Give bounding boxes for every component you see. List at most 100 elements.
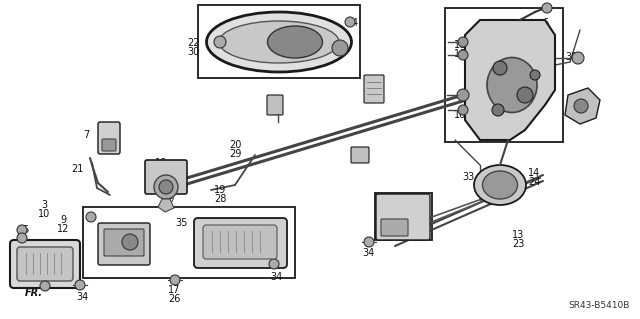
Circle shape (154, 175, 178, 199)
Text: FR.: FR. (25, 288, 43, 298)
Circle shape (17, 225, 27, 235)
Ellipse shape (474, 165, 526, 205)
Ellipse shape (207, 12, 351, 72)
Text: 34: 34 (270, 272, 282, 282)
Text: 16: 16 (454, 40, 466, 50)
FancyBboxPatch shape (10, 240, 80, 288)
Circle shape (269, 259, 279, 269)
Text: 33: 33 (462, 172, 474, 182)
Text: 27: 27 (155, 167, 167, 177)
Circle shape (40, 281, 50, 291)
Circle shape (530, 70, 540, 80)
FancyBboxPatch shape (203, 225, 277, 259)
Bar (445, 8, 563, 142)
Text: 13: 13 (512, 230, 524, 240)
Circle shape (458, 37, 468, 47)
Bar (198, 5, 360, 78)
Text: 16: 16 (454, 49, 466, 59)
Text: 30: 30 (187, 47, 199, 57)
Ellipse shape (219, 21, 339, 63)
Polygon shape (465, 20, 555, 140)
Text: 4: 4 (352, 18, 358, 28)
FancyBboxPatch shape (17, 247, 73, 281)
Polygon shape (158, 199, 174, 212)
Circle shape (122, 234, 138, 250)
Circle shape (214, 36, 226, 48)
Circle shape (458, 50, 468, 60)
Text: 7: 7 (83, 130, 89, 140)
Circle shape (493, 61, 507, 75)
Text: 32: 32 (567, 110, 579, 120)
Text: 22: 22 (187, 38, 199, 48)
Ellipse shape (268, 26, 323, 58)
Text: 20: 20 (229, 140, 241, 150)
Text: SR43-B5410B: SR43-B5410B (568, 301, 630, 310)
FancyBboxPatch shape (98, 122, 120, 154)
Text: 31: 31 (362, 82, 374, 92)
Circle shape (492, 104, 504, 116)
Circle shape (75, 280, 85, 290)
Text: 34: 34 (362, 248, 374, 258)
Circle shape (159, 180, 173, 194)
Circle shape (332, 40, 348, 56)
Bar (83, 207, 295, 278)
Text: 19: 19 (214, 185, 226, 195)
FancyBboxPatch shape (98, 223, 150, 265)
Circle shape (457, 89, 469, 101)
FancyBboxPatch shape (351, 147, 369, 163)
Text: 3: 3 (41, 200, 47, 210)
Text: 34: 34 (76, 292, 88, 302)
Polygon shape (565, 88, 600, 124)
Text: 8: 8 (465, 95, 471, 105)
Circle shape (86, 212, 96, 222)
FancyBboxPatch shape (102, 139, 116, 151)
Circle shape (517, 87, 533, 103)
Circle shape (574, 99, 588, 113)
Circle shape (572, 52, 584, 64)
Text: 21: 21 (71, 164, 83, 174)
Text: 39: 39 (162, 194, 174, 204)
Ellipse shape (483, 171, 518, 199)
Text: 10: 10 (38, 209, 50, 219)
Text: 12: 12 (259, 227, 271, 237)
Text: 6: 6 (542, 18, 548, 28)
Text: 1: 1 (115, 228, 121, 238)
Text: 24: 24 (528, 177, 540, 187)
Text: 12: 12 (57, 224, 69, 234)
Circle shape (345, 17, 355, 27)
Text: 28: 28 (214, 194, 226, 204)
Text: 5: 5 (585, 100, 591, 110)
Text: 14: 14 (528, 168, 540, 178)
FancyBboxPatch shape (376, 194, 430, 240)
FancyBboxPatch shape (194, 218, 287, 268)
Text: 2: 2 (115, 237, 121, 247)
Text: 9: 9 (262, 218, 268, 228)
Text: 38: 38 (565, 52, 577, 62)
Text: 35: 35 (18, 225, 30, 235)
FancyBboxPatch shape (267, 95, 283, 115)
FancyBboxPatch shape (381, 219, 408, 236)
Circle shape (364, 237, 374, 247)
Circle shape (170, 275, 180, 285)
Text: 35: 35 (175, 218, 187, 228)
Text: 18: 18 (155, 158, 167, 168)
Bar (375, 193, 432, 240)
Text: 16: 16 (454, 110, 466, 120)
FancyBboxPatch shape (104, 229, 144, 256)
Text: 36: 36 (384, 222, 396, 232)
Text: 17: 17 (168, 285, 180, 295)
Text: 26: 26 (168, 294, 180, 304)
Ellipse shape (487, 57, 537, 113)
Circle shape (542, 3, 552, 13)
FancyBboxPatch shape (364, 75, 384, 103)
FancyBboxPatch shape (145, 160, 187, 194)
Text: 11: 11 (354, 153, 366, 163)
Text: 9: 9 (60, 215, 66, 225)
Text: 29: 29 (229, 149, 241, 159)
Circle shape (458, 105, 468, 115)
Text: 37: 37 (272, 105, 284, 115)
Text: 15: 15 (390, 195, 402, 205)
Text: 25: 25 (390, 204, 403, 214)
Circle shape (17, 233, 27, 243)
Text: 23: 23 (512, 239, 524, 249)
